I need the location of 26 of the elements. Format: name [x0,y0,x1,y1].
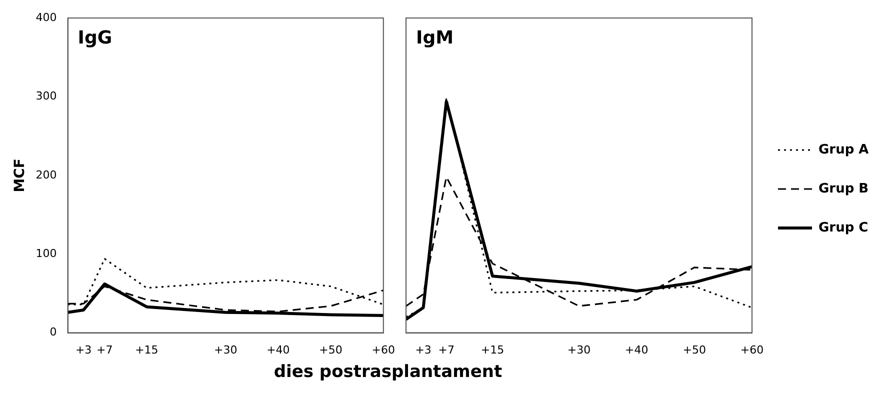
x-tick-label: +3 [415,343,432,356]
x-tick-label: +15 [480,343,504,356]
x-tick-label: +3 [75,343,92,356]
x-tick-label: +50 [682,343,706,356]
x-tick-label: +60 [372,343,395,356]
legend-label: Grup B [818,181,869,196]
legend-label: Grup A [818,142,869,158]
x-tick-label: +7 [96,343,113,356]
x-tick-label: +40 [625,343,648,356]
text: IgM [416,28,454,49]
y-tick-label: 100 [36,246,57,260]
y-tick-label: 300 [36,90,57,103]
x-tick-label: +60 [740,343,764,356]
x-tick-label: +15 [135,343,158,356]
x-tick-label: +50 [319,343,342,356]
x-tick-label: +30 [214,343,238,356]
x-tick-label: +30 [567,343,591,356]
y-axis-title: MCF [12,158,28,192]
text: IgG [78,28,112,49]
y-tick-label: 200 [36,168,57,182]
y-tick-label: 0 [50,326,57,339]
x-tick-label: +7 [438,343,454,356]
legend-label: Grup C [818,220,868,236]
x-axis-title: dies postrasplantament [272,362,504,382]
y-tick-label: 400 [36,10,57,24]
x-tick-label: +40 [266,343,290,356]
